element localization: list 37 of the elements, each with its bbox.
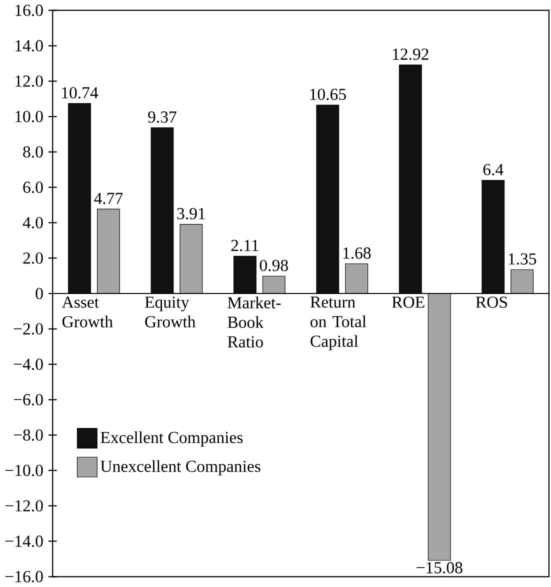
y-tick-label: 2.0 [23,252,43,264]
x-tick-label: ROS [476,296,508,308]
x-tick-label: Market-Book Ratio [228,296,281,348]
y-tick-label: −2.0 [14,323,43,335]
data-label: 10.74 [62,87,98,99]
data-label: 1.68 [343,247,371,259]
y-tick-label: 6.0 [23,182,43,194]
y-tick-label: −12.0 [6,500,43,512]
y-tick-label: 0 [36,288,43,300]
data-label: 2.11 [231,240,258,252]
y-tick-label: 16.0 [16,4,43,16]
y-tick-label: −16.0 [6,570,43,582]
data-label: 3.91 [177,208,205,220]
y-tick-label: −14.0 [6,536,43,547]
y-tick-label: 12.0 [16,75,43,87]
data-label: 0.98 [260,260,288,272]
y-tick-label: 10.0 [16,110,43,122]
x-tick-label: Return on Total Capital [310,296,366,350]
x-tick-label: ROE [392,296,424,308]
data-label: 4.77 [94,192,123,204]
y-tick-label: −10.0 [6,464,43,476]
legend-label: Unexcellent Companies [100,460,260,476]
y-tick-label: 8.0 [23,146,43,158]
data-label: 9.37 [148,111,176,123]
legend-label: Excellent Companies [100,431,243,447]
data-label: −15.08 [416,562,462,574]
y-tick-label: 14.0 [16,40,43,52]
data-label: 1.35 [508,253,536,265]
x-tick-label: Asset Growth [62,296,113,328]
y-tick-label: 4.0 [22,217,43,228]
data-label: 10.65 [310,88,346,100]
y-tick-label: −4.0 [14,358,43,370]
y-tick-label: −8.0 [14,429,43,441]
data-label: 12.92 [393,48,428,60]
x-tick-label: Equity Growth [145,296,196,328]
data-label: 6.4 [483,164,504,176]
y-tick-label: −6.0 [14,394,43,406]
